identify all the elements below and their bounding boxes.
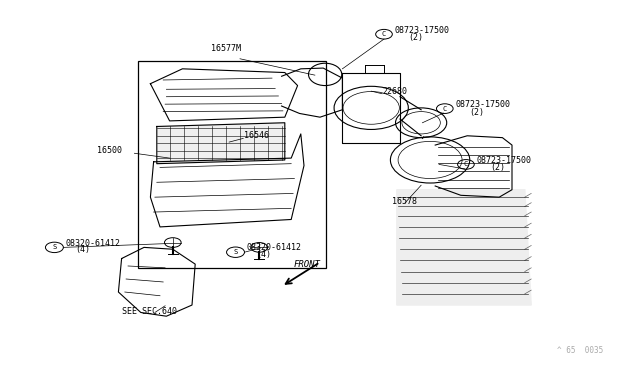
Text: (4): (4) bbox=[256, 250, 271, 259]
Text: 08320-61412: 08320-61412 bbox=[246, 243, 301, 252]
Bar bbox=[138, 61, 326, 268]
Polygon shape bbox=[157, 123, 285, 164]
Text: 16546: 16546 bbox=[244, 131, 269, 140]
Text: 08723-17500: 08723-17500 bbox=[394, 26, 449, 35]
Text: (2): (2) bbox=[408, 33, 423, 42]
Text: ^ 65  0035: ^ 65 0035 bbox=[557, 346, 603, 355]
Text: 16578: 16578 bbox=[392, 197, 417, 206]
Text: S: S bbox=[52, 244, 56, 250]
Text: (2): (2) bbox=[490, 163, 505, 172]
Text: (4): (4) bbox=[76, 245, 90, 254]
Text: SEE SEC.640: SEE SEC.640 bbox=[122, 307, 177, 316]
Text: 08723-17500: 08723-17500 bbox=[476, 156, 531, 165]
Text: 16577M: 16577M bbox=[211, 44, 241, 53]
Text: C: C bbox=[382, 31, 386, 37]
Text: 08723-17500: 08723-17500 bbox=[455, 100, 510, 109]
Text: 22680: 22680 bbox=[383, 87, 408, 96]
Text: C: C bbox=[443, 106, 447, 112]
Text: 16500: 16500 bbox=[97, 146, 122, 155]
Polygon shape bbox=[397, 190, 531, 305]
Text: (2): (2) bbox=[469, 108, 484, 116]
Text: 08320-61412: 08320-61412 bbox=[65, 238, 120, 247]
Text: S: S bbox=[234, 249, 237, 255]
Text: FRONT: FRONT bbox=[293, 260, 320, 269]
Text: C: C bbox=[464, 161, 468, 167]
